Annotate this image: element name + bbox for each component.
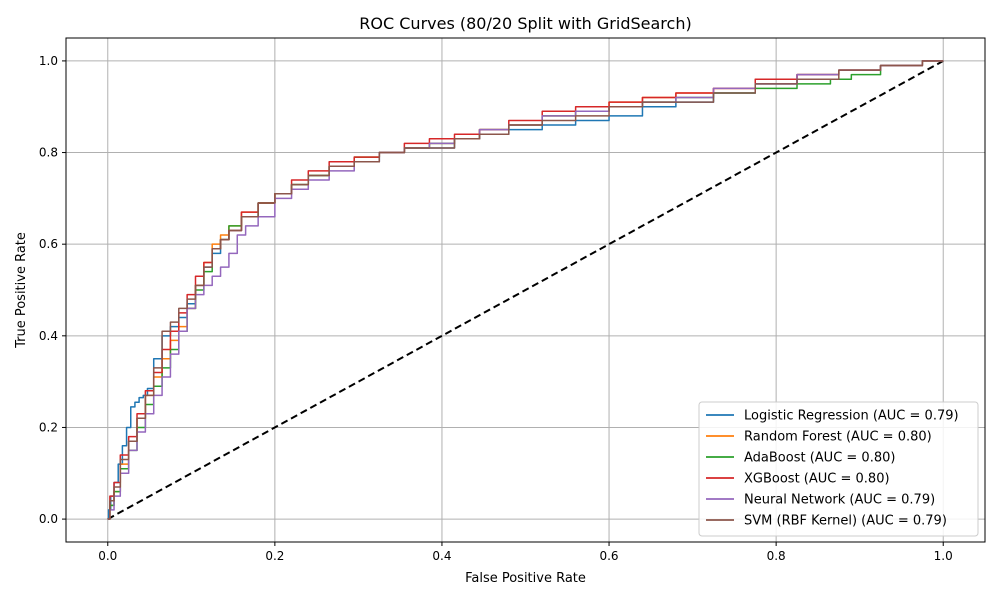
legend-box <box>698 401 979 537</box>
legend-label: Random Forest (AUC = 0.80) <box>744 430 932 445</box>
y-tick-label: 1.0 <box>39 54 58 68</box>
plot-frame <box>65 37 986 543</box>
legend-label: SVM (RBF Kernel) (AUC = 0.79) <box>744 514 947 529</box>
y-tick-label: 0.4 <box>39 329 58 343</box>
y-tick-label: 0.6 <box>39 237 58 251</box>
series-layer <box>107 60 944 520</box>
legend-label: XGBoost (AUC = 0.80) <box>744 472 890 487</box>
x-axis-label: False Positive Rate <box>465 571 586 586</box>
x-tick-label: 0.6 <box>599 549 618 563</box>
x-tick-label: 0.2 <box>265 549 284 563</box>
chance-diagonal-line <box>107 60 944 520</box>
y-axis-label: True Positive Rate <box>14 232 29 349</box>
y-tick-label: 0.2 <box>39 420 58 434</box>
y-tick-label: 0.0 <box>39 512 58 526</box>
legend-label: AdaBoost (AUC = 0.80) <box>744 451 895 466</box>
x-tick-label: 1.0 <box>934 549 953 563</box>
legend-label: Logistic Regression (AUC = 0.79) <box>744 409 959 424</box>
x-tick-label: 0.4 <box>432 549 451 563</box>
y-tick-label: 0.8 <box>39 146 58 160</box>
x-tick-label: 0.0 <box>98 549 117 563</box>
chart-title: ROC Curves (80/20 Split with GridSearch) <box>359 14 691 33</box>
series-line-5 <box>107 60 944 520</box>
reference-line-layer <box>107 60 944 520</box>
legend-label: Neural Network (AUC = 0.79) <box>744 493 935 508</box>
legend: Logistic Regression (AUC = 0.79) Random F… <box>698 401 979 537</box>
x-tick-label: 0.8 <box>767 549 786 563</box>
x-axis: 0.0 0.2 0.4 0.6 0.8 1.0 <box>98 542 953 563</box>
y-axis: 0.0 0.2 0.4 0.6 0.8 1.0 <box>39 54 66 526</box>
